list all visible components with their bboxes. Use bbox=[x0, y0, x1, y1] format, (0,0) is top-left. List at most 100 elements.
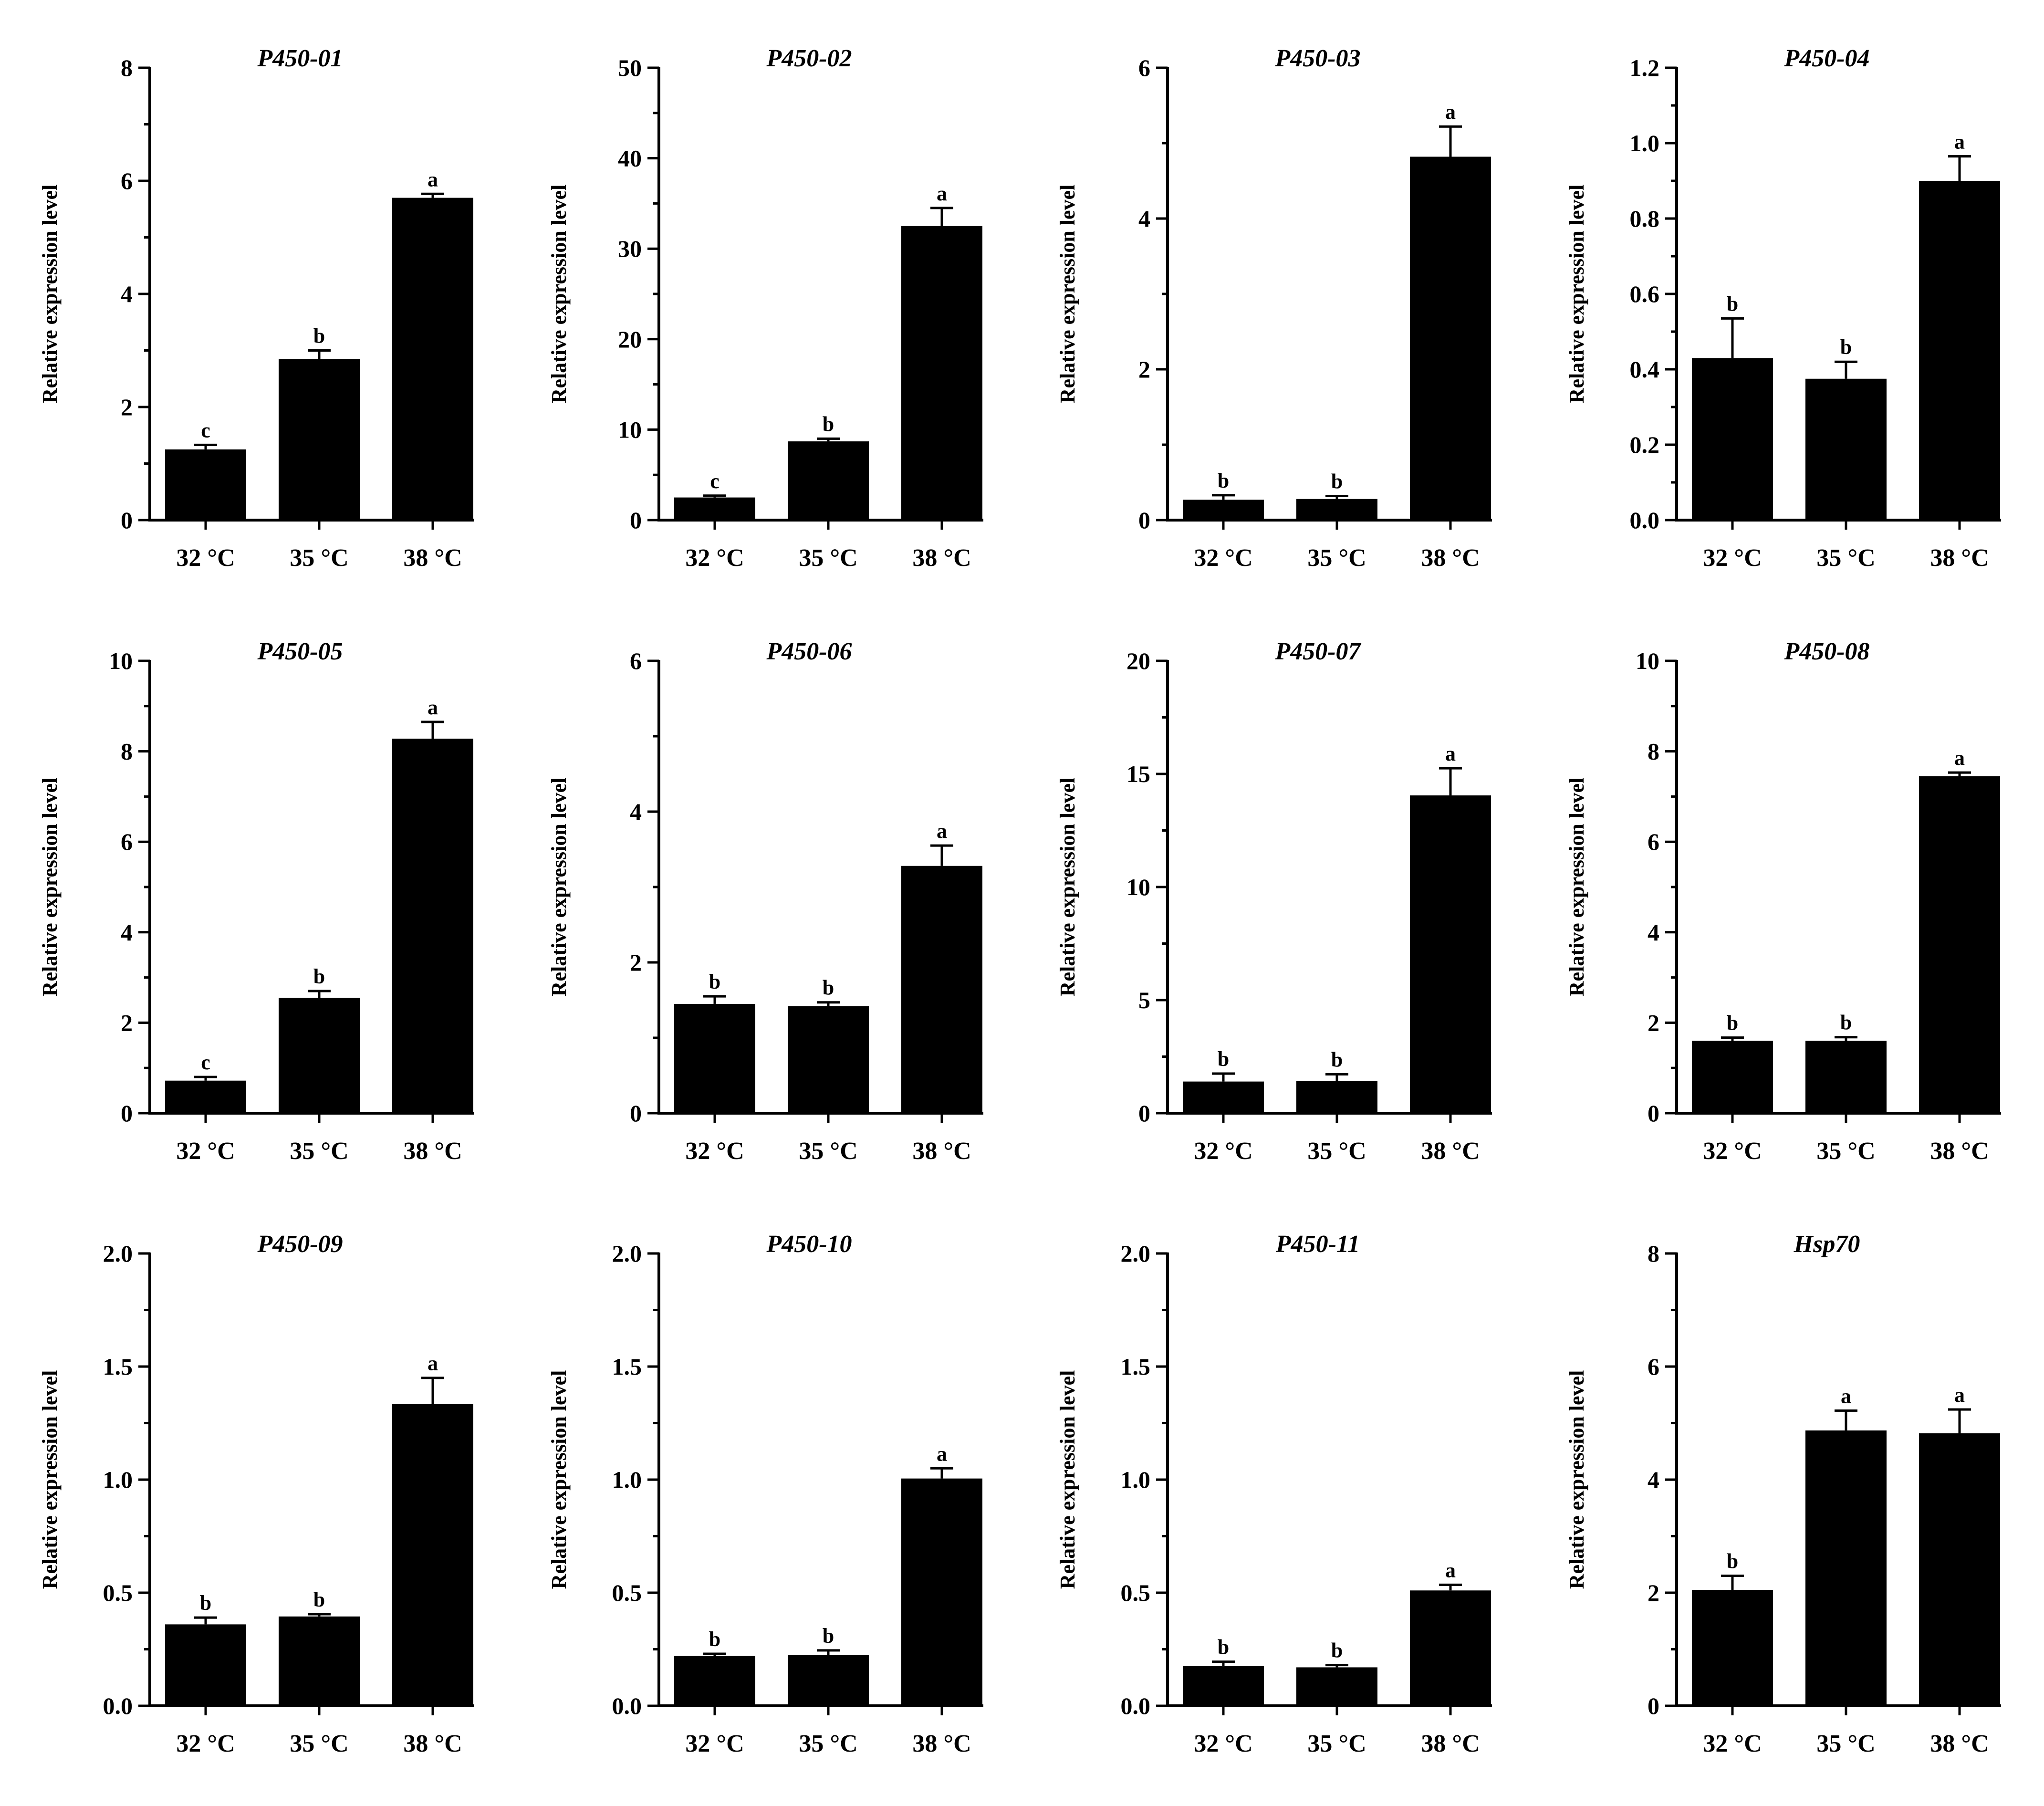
x-tick-label: 38 °C bbox=[912, 1730, 971, 1757]
bar bbox=[165, 1080, 246, 1113]
y-tick-label: 0 bbox=[630, 1100, 642, 1127]
y-axis-label: Relative expression level bbox=[38, 185, 62, 404]
significance-letter: b bbox=[823, 976, 834, 1000]
y-axis-label: Relative expression level bbox=[547, 185, 571, 404]
x-tick-label: 38 °C bbox=[1930, 1730, 1989, 1757]
y-tick-label: 5 bbox=[1138, 987, 1150, 1013]
bar bbox=[1919, 181, 2000, 520]
x-tick-label: 32 °C bbox=[1703, 1138, 1762, 1165]
x-tick-label: 35 °C bbox=[1307, 544, 1366, 572]
significance-letter: a bbox=[1445, 742, 1456, 765]
significance-letter: a bbox=[937, 182, 947, 205]
y-axis-label: Relative expression level bbox=[38, 778, 62, 997]
significance-letter: b bbox=[709, 970, 720, 993]
bar bbox=[1805, 1430, 1887, 1706]
y-tick-label: 2.0 bbox=[1121, 1240, 1151, 1267]
y-tick-label: 4 bbox=[1648, 1466, 1659, 1493]
significance-letter: b bbox=[313, 1588, 325, 1611]
y-tick-label: 6 bbox=[1648, 828, 1659, 855]
y-tick-label: 1.5 bbox=[612, 1353, 642, 1380]
significance-letter: a bbox=[428, 1352, 438, 1375]
chart-title: P450-04 bbox=[1783, 45, 1869, 72]
bar bbox=[392, 198, 473, 520]
x-tick-label: 32 °C bbox=[685, 544, 744, 572]
y-tick-label: 15 bbox=[1126, 761, 1150, 787]
bar bbox=[788, 441, 869, 520]
x-tick-label: 38 °C bbox=[1930, 544, 1989, 572]
y-tick-label: 10 bbox=[618, 416, 642, 443]
significance-letter: b bbox=[709, 1628, 720, 1651]
significance-letter: b bbox=[1218, 1636, 1229, 1659]
chart-title: P450-05 bbox=[257, 638, 343, 665]
y-tick-label: 1.2 bbox=[1630, 54, 1660, 81]
significance-letter: b bbox=[313, 965, 325, 988]
y-tick-label: 30 bbox=[618, 235, 642, 262]
y-tick-label: 8 bbox=[1648, 1240, 1659, 1267]
chart-title: P450-01 bbox=[257, 45, 343, 72]
y-tick-label: 6 bbox=[121, 828, 133, 855]
y-tick-label: 0.0 bbox=[612, 1692, 642, 1719]
y-tick-label: 20 bbox=[618, 326, 642, 353]
y-tick-label: 1.0 bbox=[612, 1466, 642, 1493]
x-tick-label: 32 °C bbox=[1703, 544, 1762, 572]
chart-panel-3: P450-03 Relative expression level 0 2 4 6 b 32 … bbox=[1056, 45, 1492, 572]
x-tick-label: 32 °C bbox=[176, 1730, 235, 1757]
y-tick-label: 8 bbox=[1648, 738, 1659, 765]
x-tick-label: 32 °C bbox=[1194, 1138, 1252, 1165]
x-tick-label: 35 °C bbox=[1307, 1138, 1366, 1165]
chart-panel-4: P450-04 Relative expression level 0.0 0.2 0.… bbox=[1565, 45, 2001, 572]
y-tick-label: 4 bbox=[1138, 205, 1150, 232]
significance-letter: a bbox=[1445, 100, 1456, 124]
y-axis-label: Relative expression level bbox=[38, 1370, 62, 1589]
y-tick-label: 1.0 bbox=[1121, 1466, 1151, 1493]
bar bbox=[165, 449, 246, 520]
y-axis-label: Relative expression level bbox=[1056, 185, 1079, 404]
bar bbox=[901, 1478, 982, 1706]
chart-panel-5: P450-05 Relative expression level 0 2 4 6 8 10 c… bbox=[38, 638, 474, 1165]
chart-panel-11: P450-11 Relative expression level 0.0 0.5 1.… bbox=[1056, 1231, 1492, 1757]
y-tick-label: 0.0 bbox=[1121, 1692, 1151, 1719]
y-tick-label: 6 bbox=[121, 167, 133, 194]
y-tick-label: 6 bbox=[630, 647, 642, 674]
x-tick-label: 38 °C bbox=[912, 1138, 971, 1165]
significance-letter: c bbox=[201, 1051, 210, 1074]
significance-letter: a bbox=[937, 819, 947, 843]
significance-letter: b bbox=[1727, 1549, 1738, 1573]
x-tick-label: 35 °C bbox=[290, 544, 348, 572]
bar bbox=[392, 1404, 473, 1706]
x-tick-label: 32 °C bbox=[176, 544, 235, 572]
y-axis-label: Relative expression level bbox=[547, 1370, 571, 1589]
significance-letter: a bbox=[1954, 1383, 1965, 1407]
y-tick-label: 0 bbox=[1648, 1100, 1659, 1127]
significance-letter: a bbox=[1445, 1558, 1456, 1582]
chart-title: Hsp70 bbox=[1794, 1231, 1860, 1258]
bar bbox=[392, 739, 473, 1113]
x-tick-label: 32 °C bbox=[1194, 1730, 1252, 1757]
significance-letter: b bbox=[1840, 1011, 1852, 1034]
y-axis-label: Relative expression level bbox=[1056, 1370, 1079, 1589]
y-tick-label: 2 bbox=[121, 1009, 133, 1036]
y-tick-label: 0 bbox=[630, 507, 642, 533]
bar bbox=[1692, 358, 1773, 520]
chart-title: P450-09 bbox=[257, 1231, 343, 1258]
y-tick-label: 6 bbox=[1138, 54, 1150, 81]
y-tick-label: 1.5 bbox=[103, 1353, 133, 1380]
y-axis-label: Relative expression level bbox=[547, 778, 571, 997]
chart-title: P450-02 bbox=[766, 45, 852, 72]
bar bbox=[1919, 1433, 2000, 1706]
x-tick-label: 32 °C bbox=[685, 1138, 744, 1165]
y-tick-label: 0 bbox=[1138, 1100, 1150, 1127]
chart-panel-9: P450-09 Relative expression level 0.0 0.5 1.… bbox=[38, 1231, 474, 1757]
y-tick-label: 2.0 bbox=[612, 1240, 642, 1267]
bar bbox=[1410, 795, 1491, 1113]
chart-panel-8: P450-08 Relative expression level 0 2 4 6 8 10 b… bbox=[1565, 638, 2001, 1165]
bar bbox=[674, 1003, 755, 1113]
bar bbox=[1919, 776, 2000, 1113]
chart-panel-10: P450-10 Relative expression level 0.0 0.5 1.… bbox=[547, 1231, 983, 1757]
significance-letter: a bbox=[937, 1442, 947, 1465]
chart-panel-12: Hsp70 Relative expression level 0 2 4 6 8 b 32 °… bbox=[1565, 1231, 2001, 1757]
significance-letter: b bbox=[1218, 469, 1229, 492]
y-tick-label: 2 bbox=[1648, 1009, 1659, 1036]
significance-letter: b bbox=[1218, 1047, 1229, 1071]
